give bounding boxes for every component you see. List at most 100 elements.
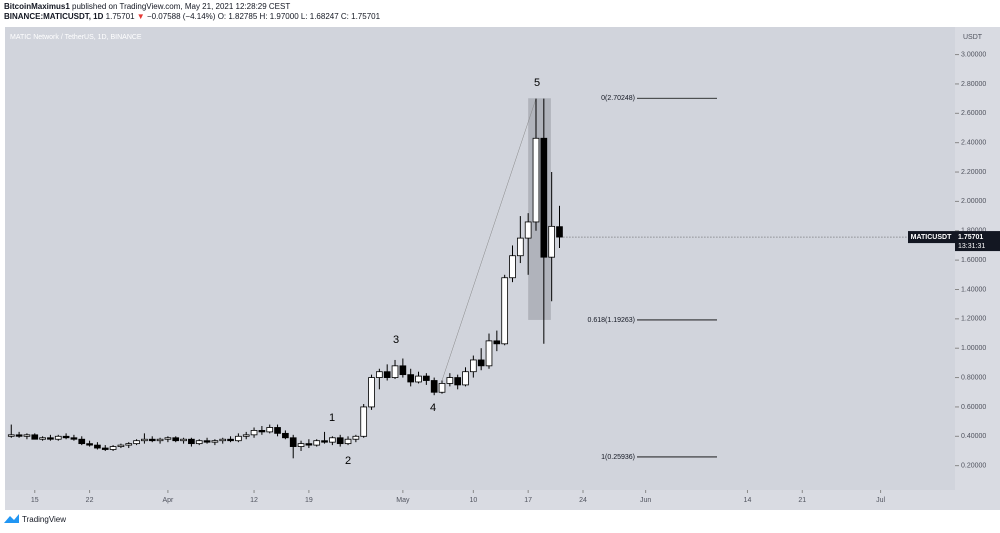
candle-body — [540, 137, 548, 258]
candle-body — [242, 434, 250, 437]
candle-body — [313, 440, 321, 446]
y-tick-label: 1.20000 — [961, 316, 986, 323]
candle-body — [493, 340, 501, 345]
candle-body — [54, 435, 62, 440]
candle-body — [39, 437, 46, 440]
time-axis — [5, 490, 1000, 510]
candle-body — [352, 435, 360, 440]
wave-label: 4 — [430, 402, 436, 414]
candle-body — [78, 438, 86, 445]
candle-body — [305, 443, 313, 446]
candle-body — [203, 440, 211, 443]
candle-body — [133, 440, 140, 445]
x-tick-label: May — [396, 497, 410, 504]
fib-label: 0.618(1.19263) — [588, 317, 635, 324]
x-tick-label: Apr — [162, 497, 174, 504]
chart-title: MATIC Network / TetherUS, 1D, BINANCE — [10, 34, 142, 41]
candle-body — [101, 447, 109, 450]
candle-body — [524, 221, 532, 239]
candle-body — [70, 437, 78, 440]
candle-body — [172, 437, 180, 442]
x-tick-label: 14 — [744, 497, 752, 504]
y-tick-label: 0.80000 — [961, 374, 986, 381]
candle-body — [141, 438, 148, 442]
candle-body — [321, 440, 328, 443]
candle-body — [485, 340, 493, 367]
publisher: BitcoinMaximus1 — [4, 2, 70, 11]
candle-body — [415, 375, 422, 383]
candle-body — [446, 377, 454, 384]
x-tick-label: 22 — [86, 497, 94, 504]
y-tick-label: 1.00000 — [961, 345, 986, 352]
candle-body — [15, 434, 23, 437]
x-tick-label: 15 — [31, 497, 39, 504]
quote: 1.75701 — [106, 12, 135, 21]
candle-body — [164, 437, 172, 440]
candle-body — [336, 437, 344, 445]
wave-label: 1 — [329, 412, 335, 424]
candle-body — [195, 440, 203, 445]
x-tick-label: 19 — [305, 497, 313, 504]
y-tick-label: 2.20000 — [961, 169, 986, 176]
candle-body — [125, 443, 133, 446]
candle-body — [211, 440, 219, 443]
x-tick-label: 21 — [798, 497, 806, 504]
fib-zone — [528, 98, 551, 320]
candle-body — [235, 435, 242, 442]
plot-area — [5, 27, 955, 490]
candle-body — [180, 438, 187, 442]
wave-label: 5 — [534, 77, 540, 89]
change: −0.07588 (−4.14%) — [147, 12, 216, 21]
price-box — [955, 231, 1000, 252]
x-tick-label: 24 — [579, 497, 587, 504]
x-tick-label: 17 — [524, 497, 532, 504]
footer-text[interactable]: TradingView — [22, 515, 66, 524]
candle-body — [438, 383, 446, 393]
x-tick-label: Jul — [876, 497, 885, 504]
wave-line — [441, 98, 537, 381]
candle-body — [274, 427, 281, 434]
candle-body — [344, 438, 352, 445]
candle-body — [360, 406, 368, 437]
candle-body — [227, 438, 234, 442]
y-tick-label: 2.00000 — [961, 198, 986, 205]
y-tick-label: 0.60000 — [961, 404, 986, 411]
candle-body — [329, 437, 336, 443]
candle-body — [383, 371, 391, 378]
x-tick-label: 10 — [469, 497, 477, 504]
symbol: BINANCE:MATICUSDT, 1D — [4, 12, 104, 21]
candle-body — [31, 434, 39, 440]
y-tick-label: 0.20000 — [961, 463, 986, 470]
candle-body — [266, 427, 274, 433]
y-tick-label: 2.40000 — [961, 140, 986, 147]
price-unit: USDT — [963, 34, 983, 41]
candle-body — [470, 359, 477, 373]
symbol-label: MATICUSDT — [911, 234, 952, 241]
candle-body — [368, 377, 375, 408]
candle-body — [258, 430, 266, 433]
candle-body — [423, 375, 430, 381]
candle-body — [391, 365, 399, 378]
candle-body — [109, 446, 117, 450]
candle-body — [219, 438, 227, 442]
candle-body — [556, 226, 563, 238]
candle-body — [501, 277, 509, 345]
candle-body — [532, 137, 540, 223]
fib-label: 1(0.25936) — [601, 454, 635, 461]
symbol-box — [908, 231, 955, 244]
countdown-label: 13:31:31 — [958, 243, 985, 250]
fib-label: 0(2.70248) — [601, 95, 635, 102]
price-axis — [955, 27, 1000, 490]
candle-body — [289, 437, 297, 447]
candle-body — [509, 255, 516, 279]
candle-body — [148, 438, 156, 442]
candle-body — [47, 437, 54, 440]
y-tick-label: 0.40000 — [961, 433, 986, 440]
candle-body — [477, 359, 485, 367]
footer[interactable]: TradingView — [4, 514, 66, 524]
ohlc: O: 1.82785 H: 1.97000 L: 1.68247 C: 1.75… — [218, 12, 381, 21]
price-label: 1.75701 — [958, 234, 983, 241]
candle-body — [462, 371, 469, 386]
y-tick-label: 2.60000 — [961, 110, 986, 117]
y-tick-label: 1.60000 — [961, 257, 986, 264]
